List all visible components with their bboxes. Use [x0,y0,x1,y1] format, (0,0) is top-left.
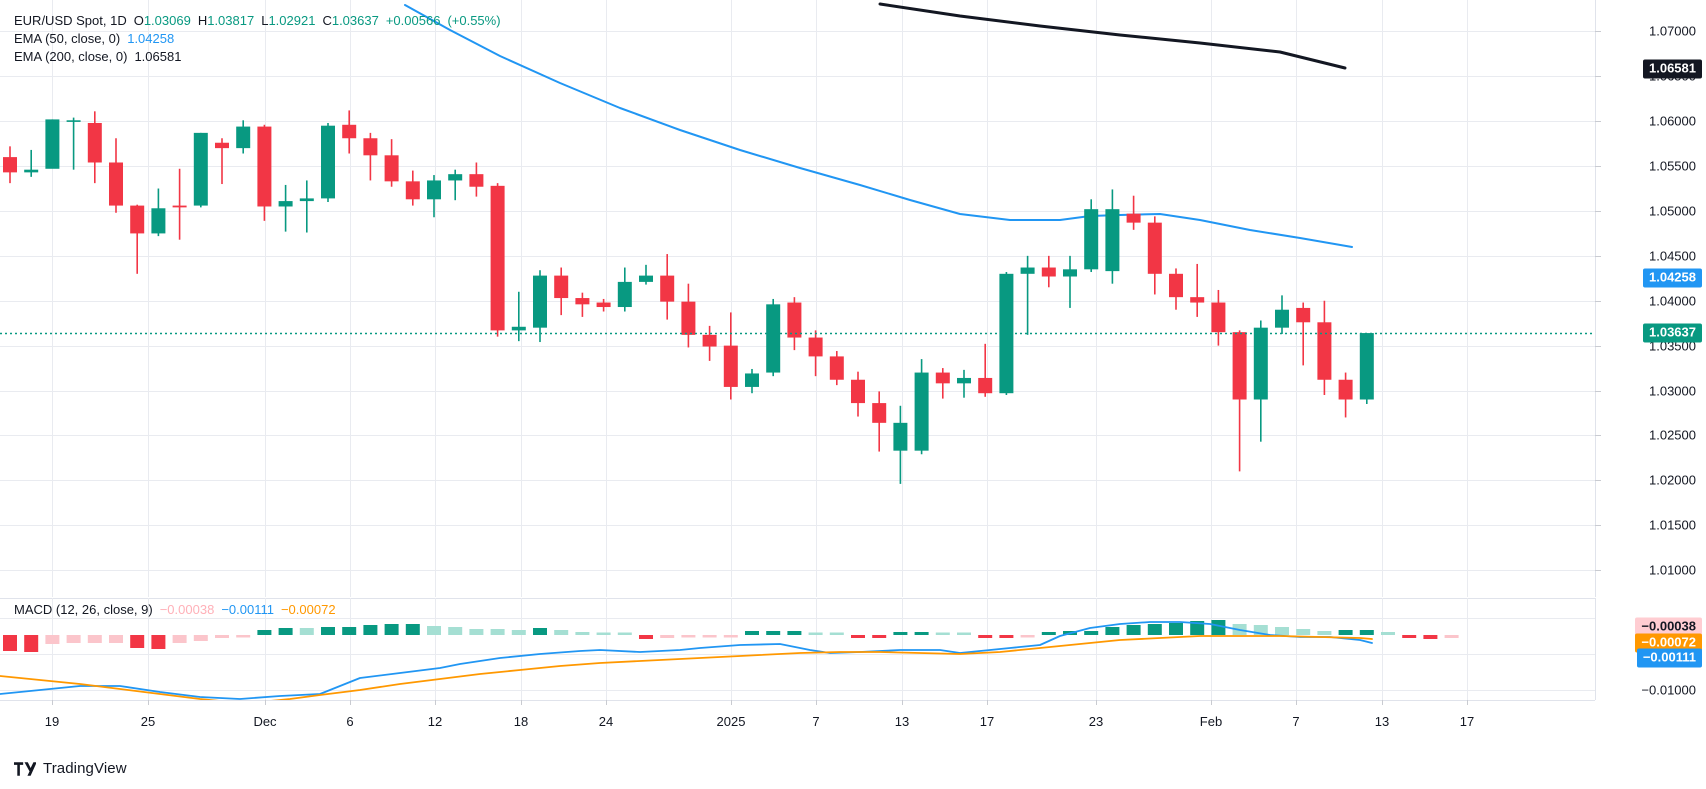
macd-signal-value-badge[interactable]: −0.00072 [1635,633,1702,653]
time-axis-label: 13 [894,714,910,729]
time-axis-tick [52,700,53,705]
time-axis-tick [435,700,436,705]
time-axis-label: Feb [1199,714,1223,729]
price-axis-tick [1595,31,1601,32]
time-axis-tick [731,700,732,705]
price-axis-tick-label: 1.05000 [1649,203,1696,219]
time-axis-label: 7 [812,714,820,729]
tradingview-wordmark: TradingView [43,760,127,777]
time-axis-tick [265,700,266,705]
time-axis-tick [1467,700,1468,705]
macd-line-value-badge[interactable]: −0.00111 [1636,648,1702,668]
time-axis-label: 19 [44,714,60,729]
price-axis-tick [1595,121,1601,122]
macd-plot-area[interactable] [0,598,1595,700]
ema50-value-badge[interactable]: 1.04258 [1643,268,1702,288]
tradingview-logo[interactable]: TradingView [14,760,127,777]
last-price-badge[interactable]: 1.03637 [1643,323,1702,343]
price-axis-tick-label: 1.02000 [1649,472,1696,488]
price-chart-svg [0,0,1595,597]
time-axis-tick [148,700,149,705]
ema200-value-badge[interactable]: 1.06581 [1643,59,1702,79]
time-axis-label: 7 [1292,714,1300,729]
time-axis-tick [816,700,817,705]
price-axis-tick [1595,346,1601,347]
time-axis-label: 18 [513,714,529,729]
time-axis-tick [1382,700,1383,705]
macd-histogram-value-badge[interactable]: −0.00038 [1635,617,1702,637]
macd-axis[interactable]: −0.00038 −0.00072 −0.00111 −0.01000 [1595,598,1706,700]
time-axis-tick [1296,700,1297,705]
macd-axis-tick-label: −0.01000 [1641,682,1696,698]
pane-separator[interactable] [0,598,1595,599]
price-axis-tick-label: 1.01500 [1649,517,1696,533]
time-axis-label: 2025 [716,714,746,729]
tradingview-mark-icon [14,761,36,776]
price-axis-tick [1595,435,1601,436]
time-axis-tick [350,700,351,705]
price-plot-area[interactable] [0,0,1595,597]
time-axis-tick [1211,700,1212,705]
time-axis-label: 17 [979,714,995,729]
price-axis-tick-label: 1.01000 [1649,562,1696,578]
price-axis-tick [1595,391,1601,392]
time-axis[interactable]: 19 25 Dec 6 12 18 24 2025 7 13 17 23 Feb 7 13 17 [0,700,1706,746]
price-axis-tick [1595,76,1601,77]
price-axis-tick [1595,480,1601,481]
price-axis-tick-label: 1.04500 [1649,248,1696,264]
time-axis-border [0,700,1595,701]
time-axis-tick [987,700,988,705]
time-axis-label: 6 [346,714,354,729]
price-axis-tick-label: 1.03000 [1649,383,1696,399]
price-axis-tick [1595,166,1601,167]
time-axis-label: 13 [1374,714,1390,729]
time-axis-label: 25 [140,714,156,729]
macd-chart-svg [0,598,1595,700]
price-axis-tick [1595,525,1601,526]
time-axis-label: 17 [1459,714,1475,729]
price-axis-tick-label: 1.07000 [1649,23,1696,39]
price-axis-tick-label: 1.06000 [1649,113,1696,129]
price-axis-tick [1595,211,1601,212]
price-pane[interactable]: 1.070001.065001.060001.055001.050001.045… [0,0,1706,597]
time-axis-tick [1096,700,1097,705]
time-axis-tick [606,700,607,705]
macd-axis-divider [1595,598,1596,700]
price-axis-tick [1595,301,1601,302]
price-axis-tick-label: 1.02500 [1649,427,1696,443]
macd-pane[interactable]: −0.00038 −0.00072 −0.00111 −0.01000 MACD (1… [0,598,1706,700]
footer: TradingView [0,752,1706,789]
time-axis-label: 23 [1088,714,1104,729]
time-axis-label: 12 [427,714,443,729]
time-axis-label: 24 [598,714,614,729]
price-axis-tick [1595,256,1601,257]
price-axis-tick [1595,570,1601,571]
price-axis[interactable]: 1.070001.065001.060001.055001.050001.045… [1595,0,1706,597]
time-axis-label: Dec [253,714,277,729]
time-axis-tick [521,700,522,705]
time-axis-tick [902,700,903,705]
price-axis-tick-label: 1.05500 [1649,158,1696,174]
price-axis-tick-label: 1.04000 [1649,293,1696,309]
